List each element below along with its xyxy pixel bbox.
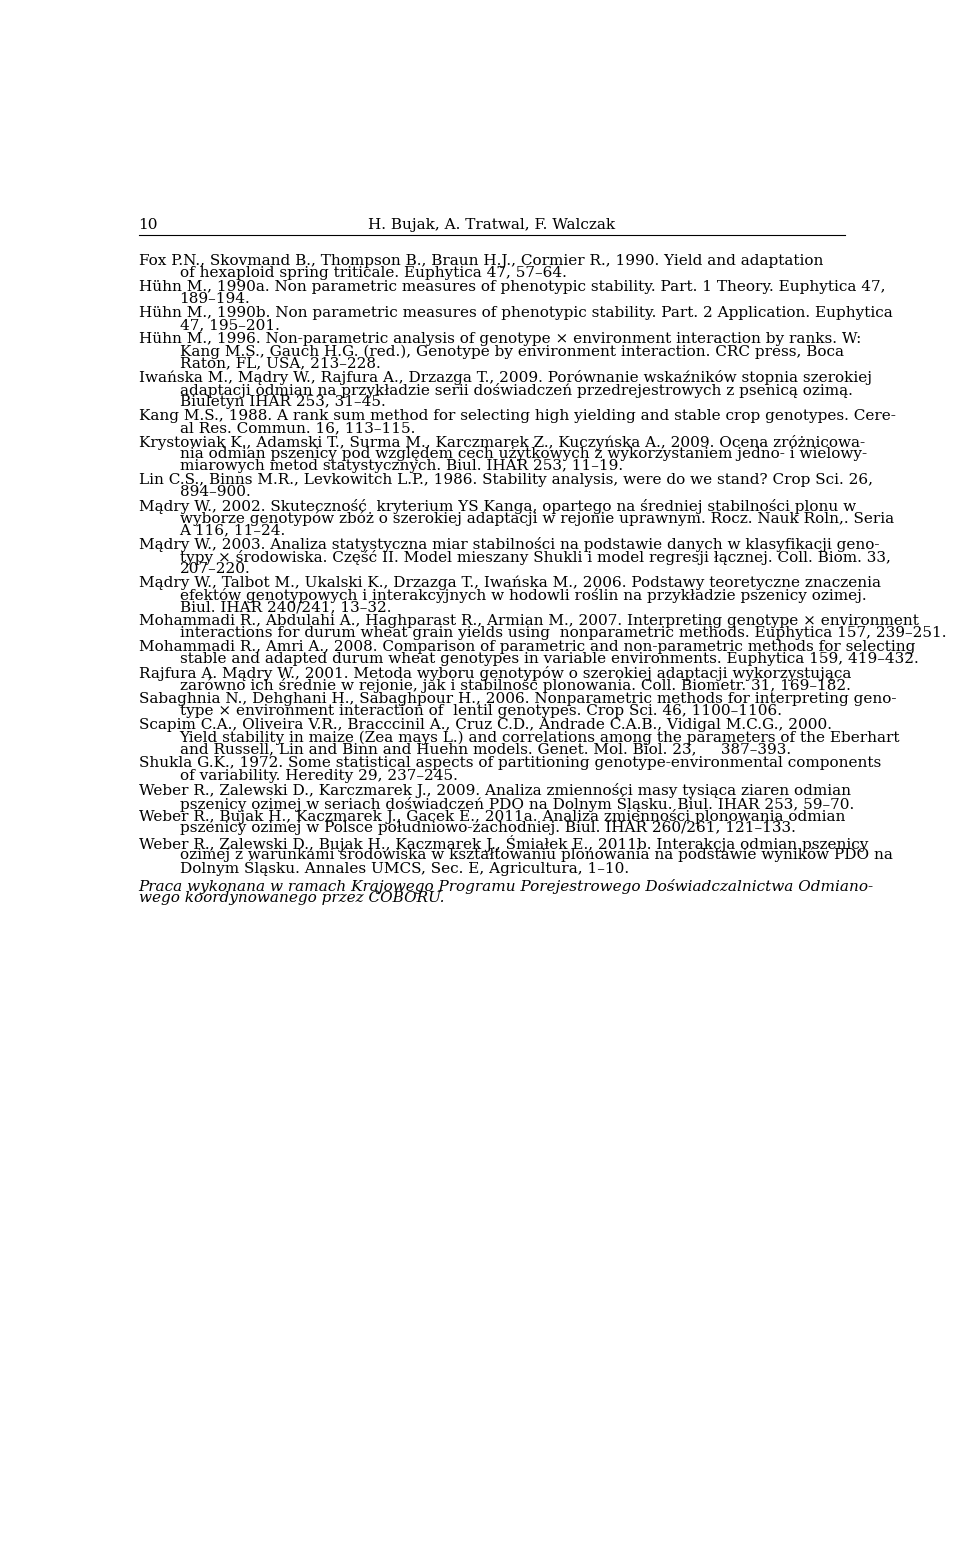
Text: Weber R., Zalewski D., Bujak H., Kaczmarek J., Śmiałek E., 2011b. Interakcja odm: Weber R., Zalewski D., Bujak H., Kaczmar… [138,834,868,851]
Text: H. Bujak, A. Tratwal, F. Walczak: H. Bujak, A. Tratwal, F. Walczak [369,219,615,233]
Text: Scapim C.A., Oliveira V.R., Bracccinil A., Cruz C.D., Andrade C.A.B., Vidigal M.: Scapim C.A., Oliveira V.R., Bracccinil A… [138,719,831,732]
Text: Hühn M., 1990b. Non parametric measures of phenotypic stability. Part. 2 Applica: Hühn M., 1990b. Non parametric measures … [138,305,893,321]
Text: wego koordynowanego przez COBORU.: wego koordynowanego przez COBORU. [138,891,444,905]
Text: Mohammadi R., Abdulahi A., Haghparast R., Armian M., 2007. Interpreting genotype: Mohammadi R., Abdulahi A., Haghparast R.… [138,614,919,628]
Text: typy × środowiska. Część II. Model mieszany Shukli i model regresji łącznej. Col: typy × środowiska. Część II. Model miesz… [180,549,890,564]
Text: Hühn M., 1996. Non-parametric analysis of genotype × environment interaction by : Hühn M., 1996. Non-parametric analysis o… [138,332,861,345]
Text: 189–194.: 189–194. [180,293,251,307]
Text: Kang M.S., 1988. A rank sum method for selecting high yielding and stable crop g: Kang M.S., 1988. A rank sum method for s… [138,409,896,423]
Text: ozimej z warunkami środowiska w kształtowaniu plonowania na podstawie wyników PD: ozimej z warunkami środowiska w kształto… [180,847,893,862]
Text: zarówno ich średnie w rejonie, jak i stabilność plonowania. Coll. Biometr. 31, 1: zarówno ich średnie w rejonie, jak i sta… [180,678,851,694]
Text: Iwańska M., Mądry W., Rajfura A., Drzazga T., 2009. Porównanie wskaźników stopni: Iwańska M., Mądry W., Rajfura A., Drzazg… [138,370,872,386]
Text: Mądry W., Talbot M., Ukalski K., Drzazga T., Iwańska M., 2006. Podstawy teoretyc: Mądry W., Talbot M., Ukalski K., Drzazga… [138,575,880,591]
Text: Mohammadi R., Amri A., 2008. Comparison of parametric and non-parametric methods: Mohammadi R., Amri A., 2008. Comparison … [138,640,915,654]
Text: stable and adapted durum wheat genotypes in variable environments. Euphytica 159: stable and adapted durum wheat genotypes… [180,652,919,666]
Text: Biul. IHAR 240/241, 13–32.: Biul. IHAR 240/241, 13–32. [180,600,391,614]
Text: Shukla G.K., 1972. Some statistical aspects of partitioning genotype-environment: Shukla G.K., 1972. Some statistical aspe… [138,757,881,771]
Text: Weber R., Bujak H., Kaczmarek J., Gacek E., 2011a. Analiza zmienności plonowania: Weber R., Bujak H., Kaczmarek J., Gacek … [138,808,845,823]
Text: Lin C.S., Binns M.R., Levkowitch L.P., 1986. Stability analysis, were do we stan: Lin C.S., Binns M.R., Levkowitch L.P., 1… [138,473,873,487]
Text: Raton, FL, USA, 213–228.: Raton, FL, USA, 213–228. [180,356,380,370]
Text: Praca wykonana w ramach Krajowego Programu Porejestrowego Doświadczalnictwa Odmi: Praca wykonana w ramach Krajowego Progra… [138,879,874,894]
Text: 10: 10 [138,219,158,233]
Text: 47, 195–201.: 47, 195–201. [180,318,279,332]
Text: Mądry W., 2003. Analiza statystyczna miar stabilności na podstawie danych w klas: Mądry W., 2003. Analiza statystyczna mia… [138,537,879,552]
Text: Biuletyn IHAR 253, 31–45.: Biuletyn IHAR 253, 31–45. [180,395,385,409]
Text: 894–900.: 894–900. [180,486,251,500]
Text: Sabaghnia N., Dehghani H., Sabaghpour H., 2006. Nonparametric methods for interp: Sabaghnia N., Dehghani H., Sabaghpour H.… [138,692,896,706]
Text: Kang M.S., Gauch H.G. (red.), Genotype by environment interaction. CRC press, Bo: Kang M.S., Gauch H.G. (red.), Genotype b… [180,344,844,359]
Text: of variability. Heredity 29, 237–245.: of variability. Heredity 29, 237–245. [180,769,457,783]
Text: efektów genotypowych i interakcyjnych w hodowli roślin na przykładzie pszenicy o: efektów genotypowych i interakcyjnych w … [180,588,866,603]
Text: pszenicy ozimej w seriach doświadczeń PDO na Dolnym Śląsku. Biul. IHAR 253, 59–7: pszenicy ozimej w seriach doświadczeń PD… [180,794,853,811]
Text: of hexaploid spring triticale. Euphytica 47, 57–64.: of hexaploid spring triticale. Euphytica… [180,267,566,281]
Text: pszenicy ozimej w Polsce południowo-zachodniej. Biul. IHAR 260/261, 121–133.: pszenicy ozimej w Polsce południowo-zach… [180,820,796,834]
Text: Mądry W., 2002. Skuteczność  kryterium YS Kanga, opartego na średniej stabilnośc: Mądry W., 2002. Skuteczność kryterium YS… [138,500,855,513]
Text: 207–220.: 207–220. [180,561,251,575]
Text: Rajfura A. Mądry W., 2001. Metoda wyboru genotypów o szerokiej adaptacji wykorzy: Rajfura A. Mądry W., 2001. Metoda wyboru… [138,666,851,682]
Text: Dolnym Śląsku. Annales UMCS, Sec. E, Agricultura, 1–10.: Dolnym Śląsku. Annales UMCS, Sec. E, Agr… [180,859,629,876]
Text: and Russell, Lin and Binn and Huehn models. Genet. Mol. Biol. 23,     387–393.: and Russell, Lin and Binn and Huehn mode… [180,743,791,757]
Text: nia odmian pszenicy pod względem cech użytkowych z wykorzystaniem jedno- i wielo: nia odmian pszenicy pod względem cech uż… [180,447,867,461]
Text: interactions for durum wheat grain yields using  nonparametric methods. Euphytic: interactions for durum wheat grain yield… [180,626,946,640]
Text: al Res. Commun. 16, 113–115.: al Res. Commun. 16, 113–115. [180,421,415,435]
Text: Weber R., Zalewski D., Karczmarek J., 2009. Analiza zmienności masy tysiąca ziar: Weber R., Zalewski D., Karczmarek J., 20… [138,782,851,797]
Text: wyborze genotypów zbóż o szerokiej adaptacji w rejonie uprawnym. Rocz. Nauk Roln: wyborze genotypów zbóż o szerokiej adapt… [180,512,894,526]
Text: miarowych metod statystycznych. Biul. IHAR 253, 11–19.: miarowych metod statystycznych. Biul. IH… [180,460,623,473]
Text: adaptacji odmian na przykładzie serii doświadczeń przedrejestrowych z psenicą oz: adaptacji odmian na przykładzie serii do… [180,382,852,398]
Text: A 116, 11–24.: A 116, 11–24. [180,524,286,538]
Text: Yield stability in maize (Zea mays L.) and correlations among the parameters of : Yield stability in maize (Zea mays L.) a… [180,731,900,745]
Text: type × environment interaction of  lentil genotypes. Crop Sci. 46, 1100–1106.: type × environment interaction of lentil… [180,705,781,719]
Text: Krystowiak K., Adamski T., Surma M., Karczmarek Z., Kuczyńska A., 2009. Ocena zr: Krystowiak K., Adamski T., Surma M., Kar… [138,435,865,450]
Text: Fox P.N., Skovmand B., Thompson B., Braun H.J., Cormier R., 1990. Yield and adap: Fox P.N., Skovmand B., Thompson B., Brau… [138,254,823,268]
Text: Hühn M., 1990a. Non parametric measures of phenotypic stability. Part. 1 Theory.: Hühn M., 1990a. Non parametric measures … [138,281,885,295]
